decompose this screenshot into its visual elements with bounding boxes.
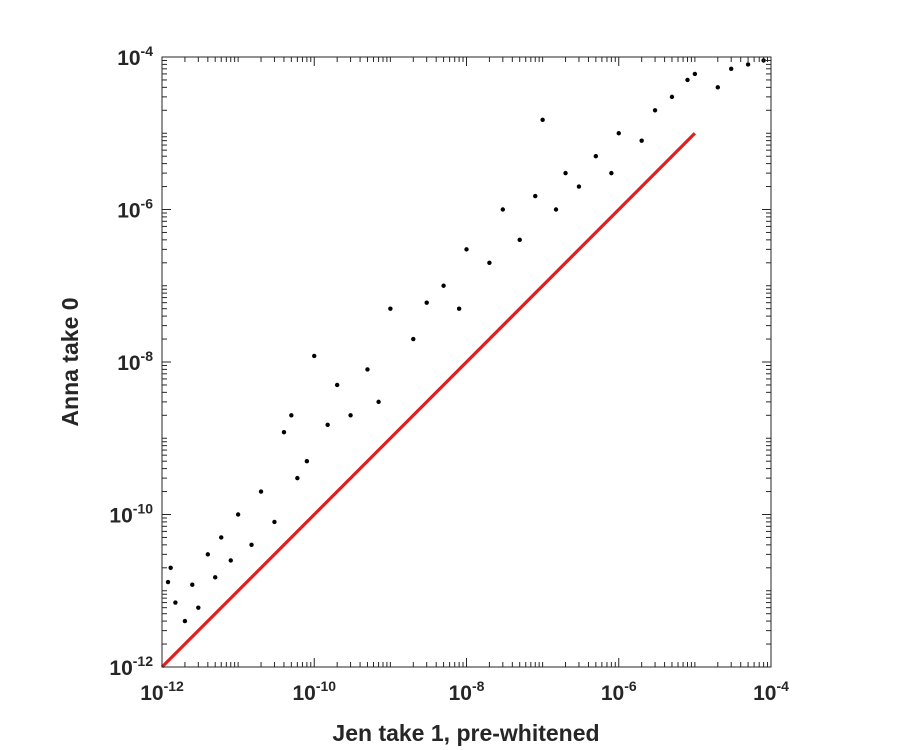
data-point — [219, 535, 224, 540]
data-point — [745, 62, 751, 67]
y-tick-label: 10-4 — [117, 43, 153, 70]
data-point — [517, 237, 522, 243]
data-point — [424, 300, 429, 305]
data-point — [205, 552, 211, 557]
data-point — [334, 382, 340, 388]
data-point — [652, 108, 658, 113]
data-point — [295, 475, 300, 481]
axis-ticks — [161, 57, 771, 668]
data-point — [235, 512, 241, 517]
data-point — [553, 207, 559, 212]
data-point — [563, 170, 568, 176]
data-point — [729, 66, 734, 72]
data-point — [500, 207, 506, 212]
data-point — [289, 413, 294, 418]
x-tick-label: 10-12 — [140, 678, 184, 705]
data-point — [540, 117, 545, 123]
y-tick-label: 10-12 — [109, 653, 153, 680]
data-point — [715, 85, 720, 90]
data-point — [249, 542, 254, 548]
reference-line — [160, 132, 697, 669]
y-axis-tick-labels: 10-12 10-10 10-8 10-6 10-4 — [109, 43, 153, 680]
data-point — [533, 193, 538, 199]
data-point — [685, 77, 690, 83]
data-point — [456, 306, 462, 311]
data-point — [365, 367, 370, 372]
y-tick-label: 10-10 — [109, 501, 153, 528]
data-point — [258, 489, 264, 494]
data-point — [173, 600, 178, 605]
y-axis-label: Anna take 0 — [57, 297, 83, 426]
data-point — [196, 605, 201, 610]
x-tick-label: 10-4 — [753, 678, 789, 705]
data-point — [487, 260, 492, 265]
data-point — [464, 247, 469, 252]
data-point — [441, 283, 446, 288]
data-point — [692, 71, 698, 77]
data-point — [616, 131, 621, 136]
data-point — [609, 170, 614, 176]
data-point — [576, 184, 582, 189]
x-axis-label: Jen take 1, pre-whitened — [332, 720, 599, 746]
data-point — [312, 353, 317, 359]
y-tick-label: 10-6 — [117, 196, 153, 223]
data-point — [325, 422, 330, 428]
data-point — [182, 618, 188, 624]
data-point — [376, 399, 381, 405]
x-tick-label: 10-6 — [601, 678, 637, 705]
data-point — [304, 459, 310, 464]
data-point — [228, 558, 233, 563]
y-tick-label: 10-8 — [117, 348, 153, 375]
x-axis-tick-labels: 10-12 10-10 10-8 10-6 10-4 — [140, 678, 789, 705]
x-tick-label: 10-10 — [292, 678, 336, 705]
reference-line-group — [160, 132, 697, 669]
data-point — [165, 579, 171, 585]
data-point — [669, 94, 675, 100]
data-point — [213, 575, 218, 580]
data-point — [272, 519, 277, 525]
data-point — [348, 413, 353, 418]
x-tick-label: 10-8 — [449, 678, 485, 705]
scatter-points — [165, 58, 766, 624]
data-point — [639, 138, 644, 143]
data-point — [593, 154, 599, 159]
data-point — [388, 306, 393, 311]
data-point — [411, 336, 416, 342]
data-point — [190, 582, 195, 587]
data-point — [168, 565, 173, 570]
data-point — [281, 430, 287, 435]
